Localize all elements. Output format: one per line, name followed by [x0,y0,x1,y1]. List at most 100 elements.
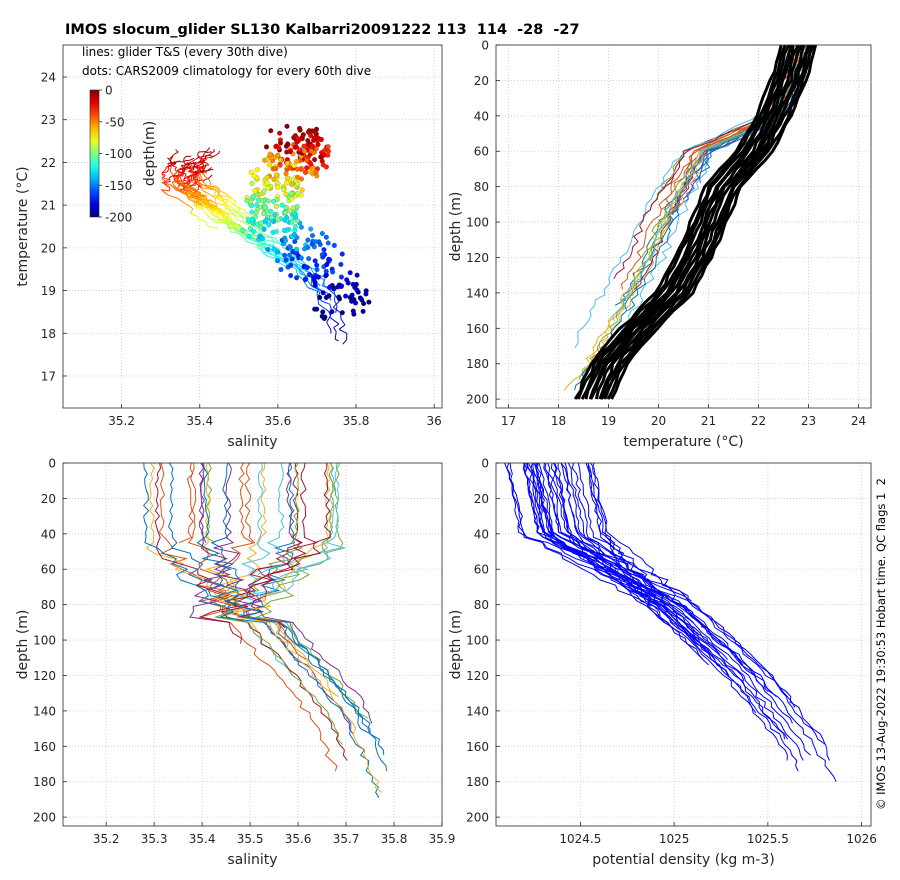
ts-glider-line-segment [213,219,226,221]
x-tick-label: 35.3 [141,832,168,846]
ts-glider-line-segment [293,263,300,266]
ts-glider-line-segment [179,166,186,170]
ts-climatology-dot [363,291,369,297]
ts-glider-line-segment [204,205,208,210]
ts-glider-line-segment [190,165,194,168]
x-tick-label: 35.5 [237,832,264,846]
ts-climatology-dot [268,128,274,134]
ts-climatology-dot [281,252,288,258]
x-tick-label: 18 [551,414,566,428]
ts-glider-line-segment [189,183,195,187]
ts-climatology-dot [295,181,301,187]
ts-glider-line-segment [167,157,173,164]
ts-glider-line-segment [260,246,264,253]
ts-climatology-dot [289,219,295,225]
ts-climatology-dot [312,258,318,264]
density-glider-profile [525,463,789,740]
ts-climatology-dot [305,244,311,251]
ts-climatology-dot [329,309,335,315]
ts-climatology-dot [273,172,279,178]
y-axis-label: temperature (°C) [15,166,31,286]
ts-glider-line-segment [193,174,200,180]
colorbar-label: depth(m) [142,121,158,186]
ts-climatology-dot [350,308,356,314]
ts-climatology-dot [269,214,275,220]
ts-glider-line-segment [236,219,241,222]
ts-glider-line-segment [192,195,198,198]
ts-glider-line-segment [190,176,193,181]
ts-climatology-dot [309,143,315,149]
ts-glider-line-segment [166,183,177,189]
ts-climatology-dot [288,262,294,268]
ts-climatology-dot [319,252,325,258]
salinity-glider-profile [267,463,347,597]
ts-glider-line-segment [236,206,241,211]
density-glider-profile [590,463,721,655]
ts-glider-line-segment [256,226,260,229]
ts-glider-line-segment [208,193,217,199]
x-tick-label: 22 [751,414,766,428]
ts-glider-line-segment [184,202,190,207]
ts-glider-line-segment [186,192,189,199]
ts-climatology-dot [291,163,297,169]
ts-climatology-dot [295,174,301,180]
ts-glider-line-segment [218,219,224,222]
x-tick-label: 35.6 [265,414,292,428]
y-tick-label: 80 [474,598,489,612]
ts-glider-line-segment [195,189,198,194]
ts-climatology-dot [275,184,281,190]
ts-glider-line-segment [170,171,176,179]
ts-glider-line-segment [196,167,201,173]
ts-glider-line-segment [170,163,177,167]
ts-glider-line-segment [188,180,199,184]
ts-glider-line-segment [311,285,319,290]
ts-glider-line-segment [201,207,208,215]
ts-glider-line-segment [189,208,194,214]
ts-climatology-dot [265,185,271,191]
ts-climatology-dot [366,299,372,305]
ts-glider-line-segment [214,221,225,224]
ts-glider-line-segment [185,165,189,168]
ts-glider-line-segment [198,182,205,186]
ts-glider-line-segment [297,274,304,280]
ts-climatology-dot [266,222,272,228]
ts-climatology-dot [323,273,329,279]
ts-glider-line-segment [175,189,185,195]
ts-climatology-dot [240,227,246,233]
temperature-climatology-profile [573,45,783,400]
ts-glider-line-segment [161,178,165,181]
ts-glider-line-segment [199,164,210,168]
ts-climatology-dot [282,238,289,244]
plot-area-bottom-left [142,463,388,798]
ts-glider-line-segment [295,268,299,275]
ts-glider-line-segment [177,197,185,204]
ts-climatology-dot [319,313,325,319]
ts-glider-line-segment [338,324,346,330]
ts-climatology-dot [270,229,276,235]
x-tick-label: 1026 [846,832,877,846]
figure-title: IMOS slocum_glider SL130 Kalbarri2009122… [65,22,580,38]
ts-climatology-dot [273,203,280,209]
ts-climatology-dot [251,173,257,179]
ts-glider-line-segment [188,187,192,193]
x-axis-label: temperature (°C) [623,434,743,450]
ts-climatology-dot [294,158,300,165]
y-tick-label: 23 [41,113,56,127]
ts-climatology-dot [360,308,366,315]
x-tick-label: 17 [501,414,516,428]
ts-glider-line-segment [184,173,187,178]
ts-glider-line-segment [334,338,339,342]
ts-glider-line-segment [261,232,272,238]
salinity-glider-profile [215,463,335,676]
ts-climatology-dot [359,297,365,303]
ts-glider-line-segment [300,259,308,266]
ts-climatology-dot [289,181,295,187]
density-glider-profile [506,463,674,629]
ts-glider-line-segment [205,184,218,189]
ts-glider-line-segment [326,322,332,330]
colorbar [89,89,100,218]
ts-glider-line-segment [219,211,230,215]
legend-lines-text: lines: glider T&S (every 30th dive) [82,45,288,59]
ts-glider-line-segment [161,174,166,179]
ts-climatology-dot [311,157,318,163]
